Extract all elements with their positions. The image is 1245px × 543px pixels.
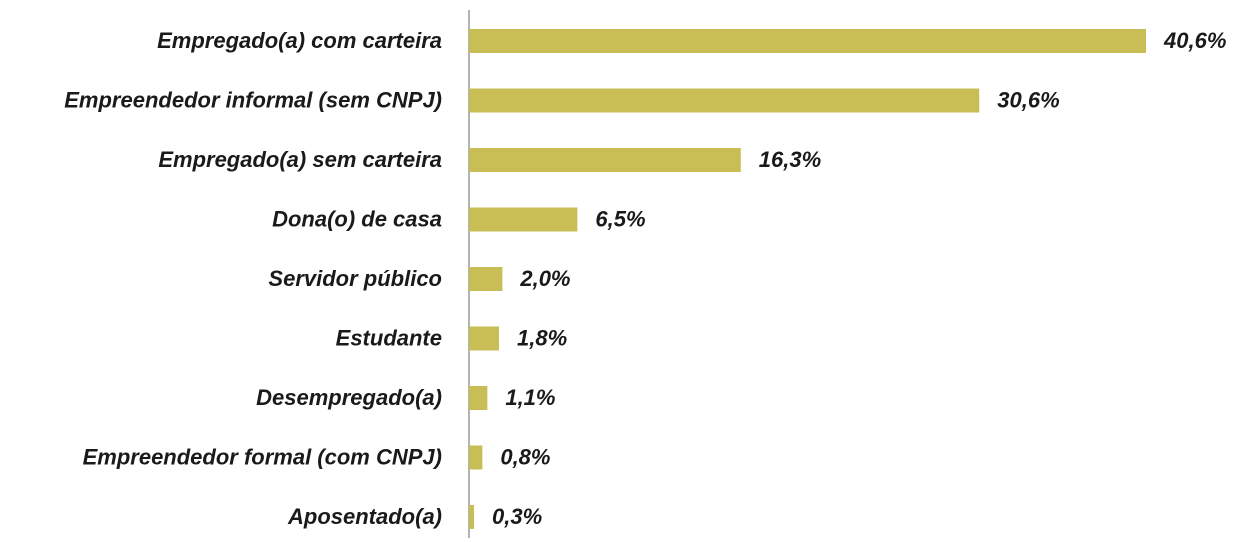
category-label: Empreendedor formal (com CNPJ) [83,444,442,469]
category-label: Dona(o) de casa [272,206,442,231]
category-label: Aposentado(a) [287,504,442,529]
category-label: Empregado(a) sem carteira [158,147,442,172]
value-label: 0,3% [492,504,542,529]
bar [469,505,475,529]
value-label: 6,5% [595,206,645,231]
bar [469,29,1146,53]
bar [469,88,980,113]
category-label: Estudante [336,325,442,350]
category-label: Empreendedor informal (sem CNPJ) [64,87,442,112]
bar [469,326,500,351]
bar [469,445,483,470]
bar [469,207,578,232]
value-label: 1,1% [505,385,555,410]
category-label: Desempregado(a) [256,385,442,410]
category-label: Servidor público [268,266,442,291]
value-label: 30,6% [997,87,1059,112]
value-label: 40,6% [1163,28,1226,53]
bar [469,267,503,291]
value-label: 2,0% [519,266,570,291]
value-label: 16,3% [759,147,821,172]
category-label: Empregado(a) com carteira [157,28,442,53]
value-label: 1,8% [517,325,567,350]
value-label: 0,8% [500,444,550,469]
bar [469,148,741,172]
bar [469,386,488,410]
